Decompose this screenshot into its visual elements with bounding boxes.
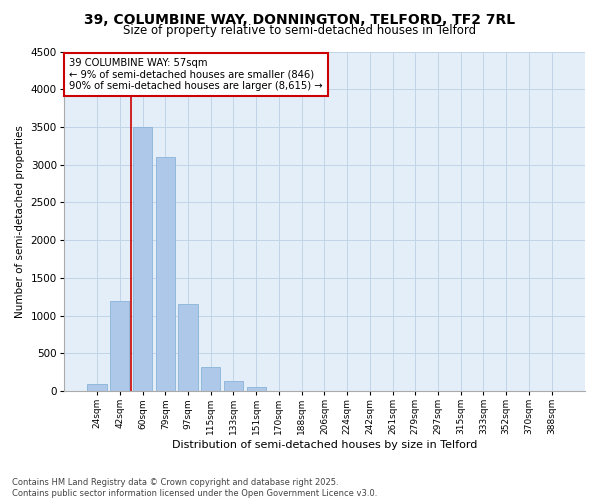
Bar: [133, 127, 152, 391]
Bar: [110, 300, 130, 391]
Text: 39, COLUMBINE WAY, DONNINGTON, TELFORD, TF2 7RL: 39, COLUMBINE WAY, DONNINGTON, TELFORD, …: [85, 12, 515, 26]
Bar: [88, 384, 107, 391]
Text: Size of property relative to semi-detached houses in Telford: Size of property relative to semi-detach…: [124, 24, 476, 37]
Bar: [247, 387, 266, 391]
Bar: [224, 382, 243, 391]
Bar: [201, 367, 220, 391]
Bar: [155, 157, 175, 391]
Text: 39 COLUMBINE WAY: 57sqm
← 9% of semi-detached houses are smaller (846)
90% of se: 39 COLUMBINE WAY: 57sqm ← 9% of semi-det…: [69, 58, 323, 92]
X-axis label: Distribution of semi-detached houses by size in Telford: Distribution of semi-detached houses by …: [172, 440, 477, 450]
Bar: [178, 304, 197, 391]
Text: Contains HM Land Registry data © Crown copyright and database right 2025.
Contai: Contains HM Land Registry data © Crown c…: [12, 478, 377, 498]
Y-axis label: Number of semi-detached properties: Number of semi-detached properties: [15, 125, 25, 318]
